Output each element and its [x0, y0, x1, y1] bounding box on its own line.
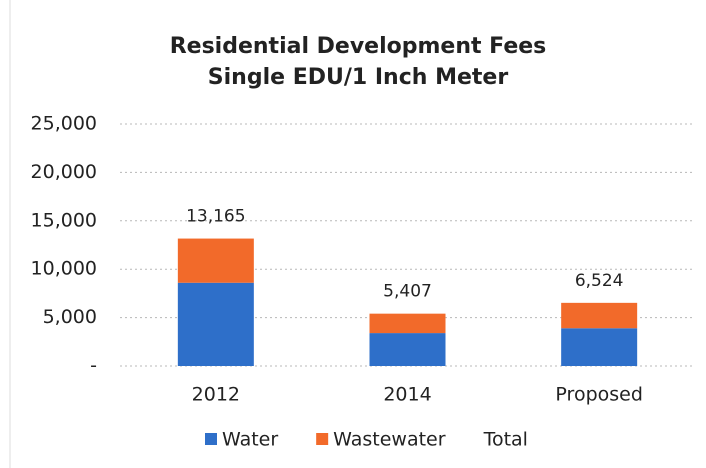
legend-label: Wastewater	[333, 429, 446, 451]
x-tick-label: 2012	[192, 384, 240, 406]
y-tick-label: 25,000	[31, 113, 97, 135]
bar-segment	[369, 333, 446, 366]
legend-label: Total	[483, 429, 528, 451]
bar-segment	[177, 282, 254, 366]
legend-swatch	[205, 433, 217, 445]
bar-segment	[561, 328, 638, 366]
y-tick-label: 5,000	[43, 306, 97, 328]
total-label: 5,407	[383, 282, 432, 302]
bar-segment	[177, 238, 254, 283]
x-tick-label: 2014	[383, 384, 431, 406]
bar-segment	[369, 313, 446, 334]
y-tick-label: 20,000	[31, 161, 97, 183]
total-label: 6,524	[575, 271, 624, 291]
x-tick-label: Proposed	[555, 384, 642, 406]
legend-swatch	[316, 433, 329, 445]
y-tick-label: 10,000	[31, 258, 97, 280]
total-label: 13,165	[186, 207, 245, 227]
y-tick-label: 15,000	[31, 209, 97, 231]
bar-segment	[561, 302, 638, 329]
chart-subtitle: Single EDU/1 Inch Meter	[208, 65, 509, 90]
legend-label: Water	[222, 429, 278, 451]
y-tick-label: -	[90, 355, 97, 377]
chart-title: Residential Development Fees	[170, 34, 547, 59]
